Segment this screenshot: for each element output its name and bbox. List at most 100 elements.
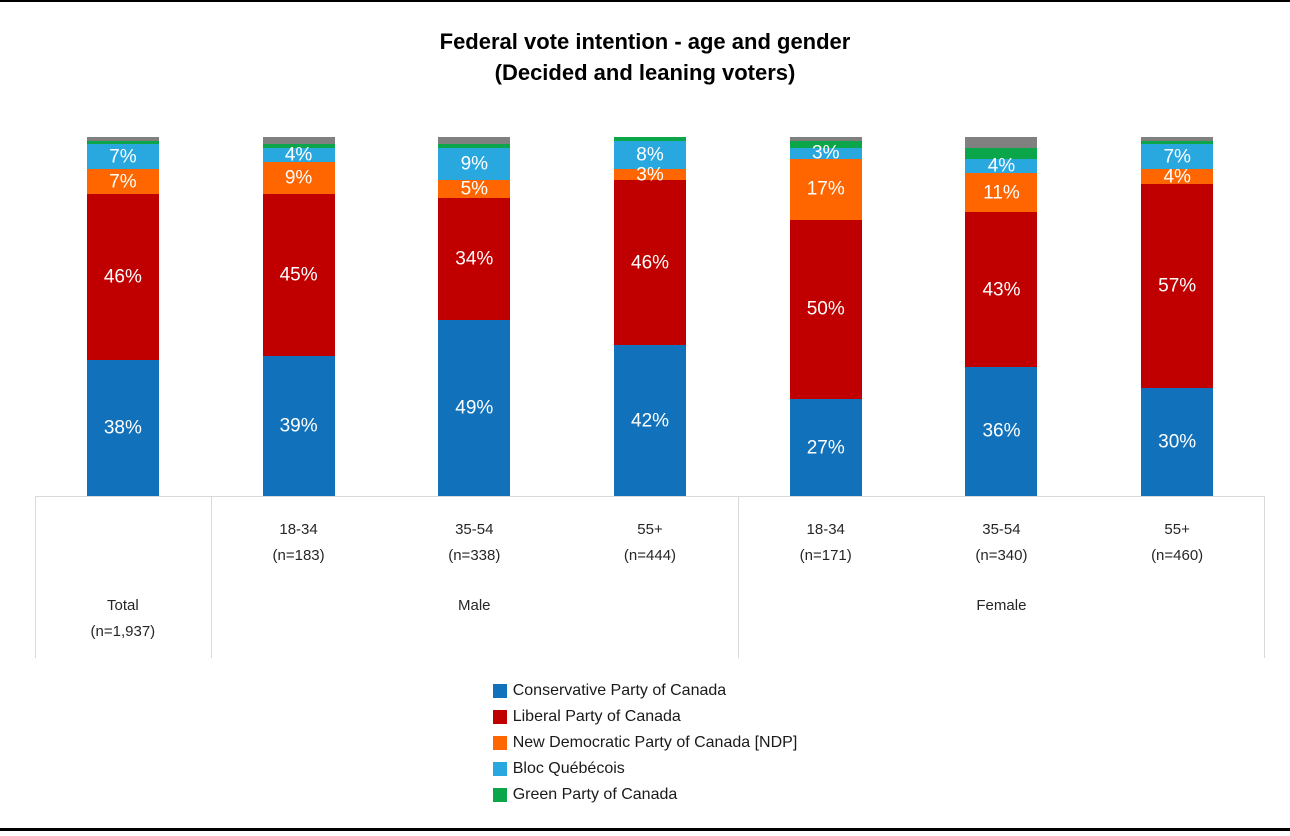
legend: Conservative Party of Canada Liberal Part… — [0, 678, 1290, 808]
sample-size-label: (n=444) — [623, 547, 677, 564]
bar-column-male-35-54: 9% 5% 34% 49% — [386, 137, 562, 496]
group-sample-size-label: (n=1,937) — [90, 623, 156, 640]
age-label: 35-54 — [455, 521, 494, 538]
age-label-cell: 55+ (n=444) — [562, 497, 738, 589]
segment-value-label: 36% — [982, 420, 1021, 442]
group-label: Female — [976, 597, 1027, 614]
segment-bloc: 7% — [1141, 144, 1214, 170]
sample-size-label: (n=460) — [1151, 547, 1204, 564]
segment-conservative: 49% — [438, 320, 511, 496]
age-label-cell — [35, 497, 211, 589]
group-label-row: Total (n=1,937) Male Female — [35, 589, 1265, 659]
bar-column-female-55: 7% 4% 57% 30% — [1089, 137, 1265, 496]
bar-female-35-54: 4% 11% 43% 36% — [965, 137, 1038, 496]
age-label-cell: 18-34 (n=171) — [738, 497, 914, 589]
segment-value-label: 9% — [460, 153, 489, 175]
segment-liberal: 43% — [965, 212, 1038, 367]
category-axis: 18-34 (n=183) 35-54 (n=338) 55+ (n=444) 18-34 (… — [35, 496, 1265, 658]
segment-value-label: 34% — [455, 248, 494, 270]
top-border-line — [0, 0, 1290, 2]
segment-bloc: 9% — [438, 147, 511, 181]
bar-male-55: 8% 3% 46% 42% — [614, 137, 687, 496]
segment-value-label: 3% — [636, 164, 664, 186]
legend-label: Bloc Québécois — [512, 760, 625, 777]
legend-label: Green Party of Canada — [512, 786, 678, 803]
segment-green — [262, 144, 335, 148]
segment-value-label: 43% — [982, 279, 1021, 301]
bar-total: 7% 7% 46% 38% — [86, 137, 159, 496]
axis-divider-line — [35, 497, 36, 658]
segment-green — [1141, 140, 1214, 145]
segment-other-gray — [1141, 137, 1214, 141]
age-label-cell: 35-54 (n=340) — [914, 497, 1090, 589]
sample-size-label: (n=340) — [975, 547, 1028, 564]
bar-column-male-55: 8% 3% 46% 42% — [562, 137, 738, 496]
segment-green — [965, 147, 1038, 159]
legend-swatch-liberal — [492, 710, 507, 724]
bar-male-18-34: 4% 9% 45% 39% — [262, 137, 335, 496]
segment-value-label: 27% — [806, 437, 845, 459]
sample-size-label: (n=338) — [448, 547, 501, 564]
legend-items: Conservative Party of Canada Liberal Part… — [492, 678, 798, 808]
segment-liberal: 34% — [438, 198, 511, 321]
segment-bloc: 4% — [262, 145, 335, 164]
sample-size-label: (n=183) — [272, 547, 325, 564]
legend-item-conservative: Conservative Party of Canada — [492, 678, 798, 704]
axis-divider-line — [1264, 497, 1265, 658]
segment-value-label: 4% — [1163, 166, 1191, 187]
segment-other-gray — [86, 137, 159, 141]
segment-bloc: 3% — [789, 144, 862, 163]
group-label: Total — [107, 597, 139, 614]
segment-conservative: 36% — [965, 366, 1038, 496]
segment-value-label: 7% — [1163, 146, 1191, 168]
bar-column-male-18-34: 4% 9% 45% 39% — [211, 137, 387, 496]
segment-ndp: 7% — [86, 169, 159, 195]
legend-label: New Democratic Party of Canada [NDP] — [512, 734, 798, 751]
segment-value-label: 5% — [460, 178, 489, 200]
axis-divider-line — [210, 497, 212, 658]
bar-male-35-54: 9% 5% 34% 49% — [438, 137, 511, 496]
segment-other-gray — [789, 137, 862, 141]
age-label-cell: 35-54 (n=338) — [386, 497, 562, 589]
segment-liberal: 46% — [614, 180, 687, 346]
legend-swatch-bloc — [492, 762, 507, 776]
segment-value-label: 45% — [279, 264, 318, 286]
segment-value-label: 42% — [631, 410, 670, 432]
segment-other-gray — [438, 137, 511, 145]
segment-bloc: 7% — [86, 144, 159, 170]
legend-swatch-conservative — [492, 684, 507, 698]
segment-conservative: 42% — [614, 345, 687, 496]
segment-conservative: 38% — [86, 359, 159, 496]
chart-title: Federal vote intention - age and gender … — [0, 26, 1290, 88]
segment-liberal: 46% — [86, 194, 159, 360]
segment-value-label: 50% — [806, 298, 845, 320]
segment-liberal: 45% — [262, 194, 335, 356]
segment-value-label: 3% — [812, 142, 840, 164]
bar-column-female-18-34: 3% 17% 50% 27% — [738, 137, 914, 496]
age-label: 55+ — [637, 521, 663, 538]
legend-swatch-ndp — [492, 736, 507, 750]
segment-value-label: 4% — [987, 155, 1016, 177]
bar-column-total: 7% 7% 46% 38% — [35, 137, 211, 496]
group-label-cell-total: Total (n=1,937) — [35, 589, 211, 659]
segment-value-label: 11% — [983, 182, 1020, 204]
segment-ndp: 4% — [1141, 166, 1214, 187]
legend-label: Liberal Party of Canada — [512, 708, 681, 725]
segment-conservative: 39% — [262, 356, 335, 496]
bottom-border-line — [0, 828, 1290, 831]
age-label-cell: 55+ (n=460) — [1089, 497, 1265, 589]
segment-ndp: 17% — [789, 158, 862, 220]
segment-bloc: 4% — [965, 155, 1038, 177]
bar-female-55: 7% 4% 57% 30% — [1141, 137, 1214, 496]
group-label-cell-female: Female — [738, 589, 1265, 659]
segment-other-gray — [965, 137, 1038, 148]
group-label-cell-male: Male — [211, 589, 738, 659]
plot-area: 7% 7% 46% 38% 4% 9% 45% 39% 9% 5% 34% 49% 8% 3% 46% 42%… — [35, 137, 1265, 496]
legend-swatch-green — [492, 788, 507, 802]
segment-value-label: 46% — [631, 252, 670, 274]
segment-value-label: 30% — [1158, 431, 1197, 453]
segment-green — [614, 137, 687, 141]
segment-value-label: 8% — [636, 144, 664, 166]
segment-other-gray — [262, 137, 335, 145]
segment-green — [86, 140, 159, 145]
